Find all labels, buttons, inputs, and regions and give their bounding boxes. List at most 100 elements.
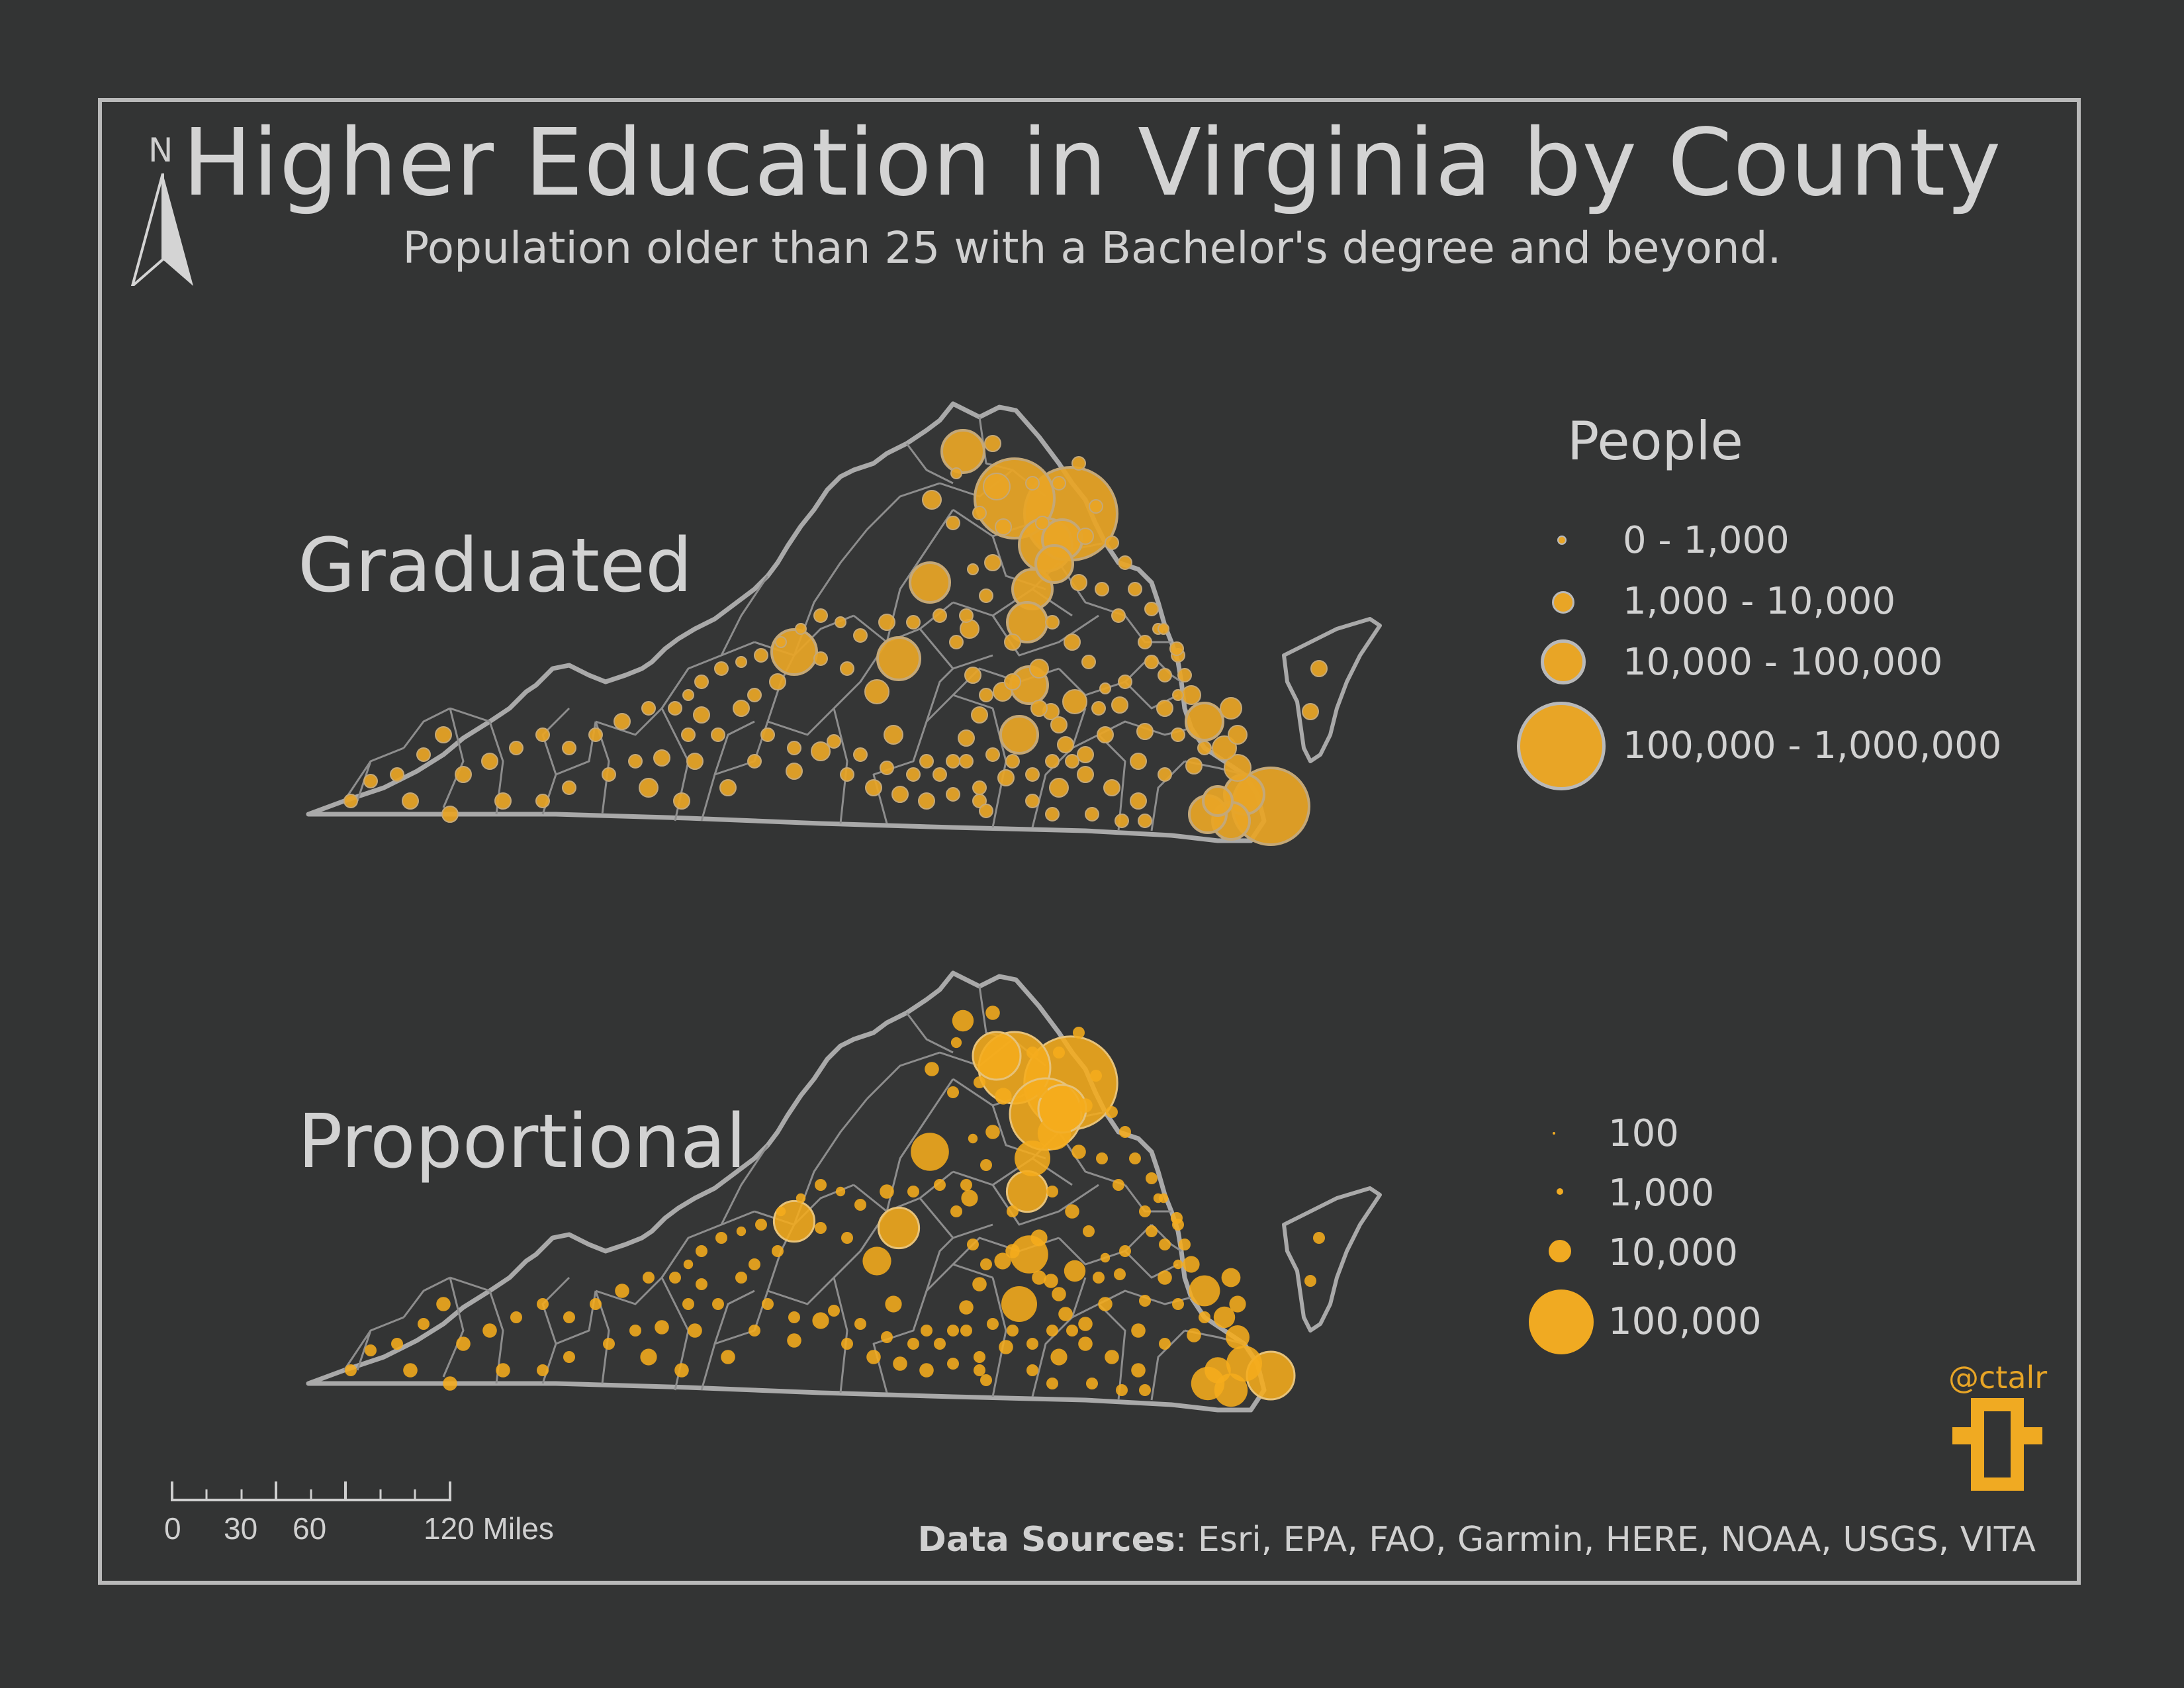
county-symbol <box>1159 1239 1171 1250</box>
county-symbol <box>840 661 854 676</box>
county-boundary <box>991 1277 1007 1397</box>
county-symbol <box>1138 814 1152 828</box>
county-symbol <box>588 727 603 742</box>
county-symbol <box>1057 736 1074 753</box>
county-symbol <box>1050 716 1068 733</box>
county-symbol <box>1310 660 1328 677</box>
eastern-shore-outline <box>1282 1186 1382 1333</box>
county-symbol <box>940 429 985 474</box>
county-boundary <box>1097 733 1126 831</box>
county-symbol <box>864 679 889 704</box>
county-symbol <box>980 1258 992 1270</box>
county-symbol <box>1025 476 1040 491</box>
county-symbol <box>390 767 404 782</box>
county-symbol <box>947 1325 959 1336</box>
county-symbol <box>563 1311 575 1323</box>
county-symbol <box>933 608 947 623</box>
county-symbol <box>906 615 921 630</box>
county-symbol <box>1158 1193 1169 1203</box>
county-symbol <box>1050 1348 1068 1366</box>
county-boundary <box>1150 1329 1186 1401</box>
county-symbol <box>1007 1205 1019 1217</box>
county-symbol <box>884 725 903 745</box>
county-symbol <box>934 1338 946 1350</box>
county-symbol <box>1026 1047 1038 1058</box>
county-symbol <box>602 767 616 782</box>
county-symbol <box>1105 536 1119 550</box>
county-symbol <box>979 804 993 818</box>
county-boundary <box>595 1276 663 1305</box>
county-symbol <box>796 1193 806 1203</box>
county-symbol <box>835 616 846 628</box>
county-symbol <box>1313 1232 1325 1244</box>
county-symbol <box>1119 1245 1131 1257</box>
county-symbol <box>537 1364 549 1376</box>
county-symbol <box>815 1222 827 1234</box>
county-symbol <box>1172 1298 1184 1310</box>
legend-item-grad-1: 0 - 1,000 <box>1623 519 1790 562</box>
county-symbol <box>1111 608 1126 623</box>
county-symbol <box>696 1245 707 1257</box>
county-symbol <box>1070 574 1087 591</box>
county-symbol <box>960 1325 972 1336</box>
county-symbol <box>880 761 894 775</box>
county-symbol <box>1052 1287 1066 1301</box>
county-symbol <box>1144 602 1159 616</box>
county-boundary <box>991 1184 1099 1226</box>
county-symbol <box>1172 689 1184 701</box>
county-boundary <box>595 707 663 736</box>
legend-item-grad-4: 100,000 - 1,000,000 <box>1623 724 2002 767</box>
county-symbol <box>1046 1186 1058 1197</box>
county-symbol <box>854 1199 866 1211</box>
county-symbol <box>402 792 419 810</box>
scale-bar <box>171 1481 451 1501</box>
county-symbol <box>443 1376 457 1391</box>
county-symbol <box>1171 1212 1183 1224</box>
county-symbol <box>795 623 807 635</box>
county-symbol <box>1001 1286 1037 1322</box>
county-symbol <box>760 727 775 742</box>
county-symbol <box>496 1363 510 1378</box>
county-symbol <box>1111 696 1128 714</box>
county-symbol <box>999 715 1039 755</box>
county-symbol <box>653 749 670 767</box>
county-symbol <box>1090 1070 1102 1082</box>
county-symbol <box>1100 1252 1111 1263</box>
county-boundary <box>442 1277 465 1378</box>
county-symbol <box>862 1246 891 1276</box>
county-symbol <box>1071 456 1086 471</box>
county-symbol <box>1229 1295 1246 1313</box>
county-symbol <box>1179 1239 1191 1250</box>
county-boundary <box>925 667 954 722</box>
county-symbol <box>974 1351 985 1363</box>
county-symbol <box>1097 726 1114 743</box>
county-symbol <box>418 1318 430 1330</box>
county-symbol <box>959 754 974 769</box>
county-symbol <box>1045 807 1060 821</box>
county-symbol <box>967 1239 979 1250</box>
county-symbol <box>972 1031 1022 1081</box>
county-symbol <box>1171 727 1185 742</box>
county-boundary <box>866 1051 940 1100</box>
county-boundary <box>442 708 465 808</box>
county-symbol <box>1030 1229 1048 1246</box>
county-symbol <box>628 754 643 769</box>
county-symbol <box>841 1338 853 1350</box>
county-symbol <box>853 628 868 643</box>
county-symbol <box>877 1206 921 1250</box>
county-symbol <box>1185 702 1224 741</box>
county-boundary <box>449 707 490 723</box>
county-symbol <box>1065 1204 1079 1219</box>
county-symbol <box>876 636 921 681</box>
county-symbol <box>919 754 934 769</box>
county-symbol <box>865 779 882 796</box>
legend-item-grad-3: 10,000 - 100,000 <box>1623 641 1943 684</box>
county-boundary <box>541 1290 597 1384</box>
county-symbol <box>985 747 1000 762</box>
county-symbol <box>946 516 960 530</box>
county-symbol <box>1036 1086 1048 1098</box>
county-symbol <box>880 1184 894 1199</box>
county-symbol <box>1138 635 1152 649</box>
county-boundary <box>541 721 597 815</box>
county-symbol <box>1177 668 1192 682</box>
